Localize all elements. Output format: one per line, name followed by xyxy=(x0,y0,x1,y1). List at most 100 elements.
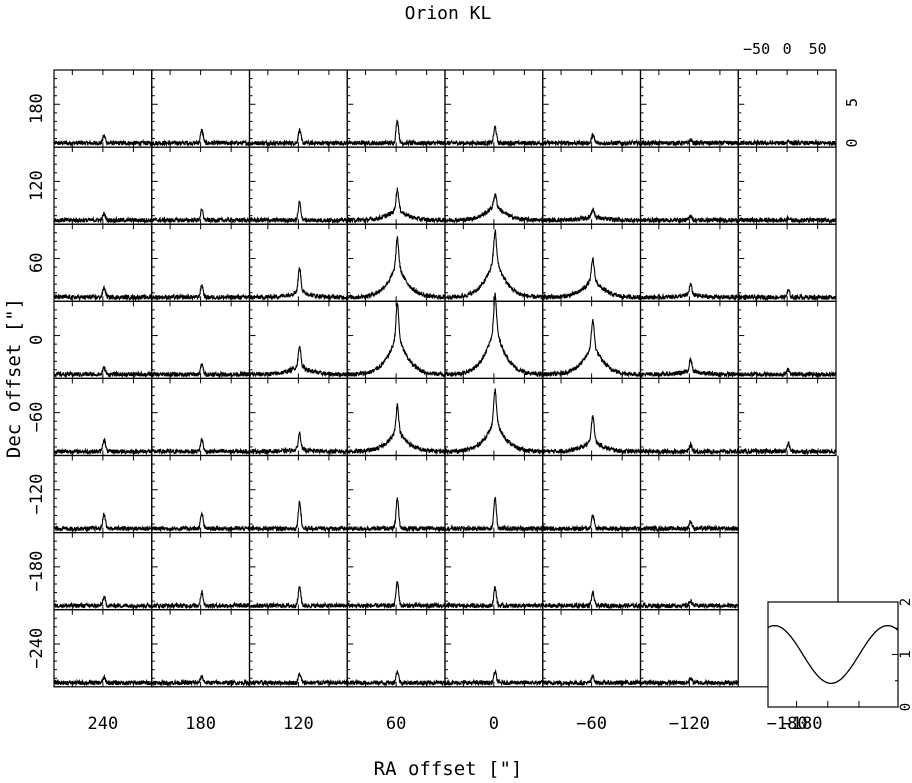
y-tick-label: 180 xyxy=(27,93,47,124)
spectrum-panel xyxy=(346,146,446,225)
inset-frame xyxy=(767,601,899,708)
spectrum-panel xyxy=(346,69,446,148)
spectrum-panel xyxy=(346,223,446,302)
spectrum-line xyxy=(53,595,153,610)
spectrum-line xyxy=(346,403,446,456)
spectrum-line xyxy=(248,267,348,302)
tick-marks xyxy=(54,70,819,688)
spectrum-panel xyxy=(248,300,348,379)
spectrum-line xyxy=(346,235,446,301)
spectrum-line xyxy=(248,200,348,225)
x-axis-label: RA offset ["] xyxy=(374,758,523,780)
spectrum-panel xyxy=(639,377,739,457)
spectrum-line xyxy=(444,496,544,533)
x-tick-label: −180 xyxy=(767,714,808,734)
spectrum-line xyxy=(639,676,739,687)
spectrum-line xyxy=(639,138,739,147)
spectra-layer xyxy=(53,119,837,687)
spectrum-line xyxy=(53,512,153,533)
spectrum-panel xyxy=(542,377,642,457)
x-tick-label: 180 xyxy=(185,714,216,734)
spectrum-line xyxy=(737,367,837,379)
spectrum-panel xyxy=(639,69,739,148)
spectrum-line xyxy=(248,345,348,378)
y-tick-label: 120 xyxy=(27,170,47,201)
spectrum-line xyxy=(248,500,348,533)
spectrum-panel xyxy=(639,531,739,611)
spectrum-line xyxy=(53,211,153,225)
spectrum-line xyxy=(53,365,153,379)
spectrum-panel xyxy=(737,377,837,457)
spectrum-panel xyxy=(737,146,837,225)
spectrum-panel xyxy=(444,223,544,302)
velocity-tick-label: 50 xyxy=(809,40,827,58)
spectrum-line xyxy=(151,511,250,533)
spectrum-line xyxy=(639,213,739,225)
spectrum-line xyxy=(53,437,153,456)
spectrum-line xyxy=(151,589,250,610)
chart-title: Orion KL xyxy=(405,3,492,24)
x-tick-labels: 240 180 120 60 0 −60 −120 −180 xyxy=(88,714,808,734)
x-tick-label: 0 xyxy=(489,714,499,734)
spectrum-line xyxy=(542,132,641,148)
velocity-tick-label: −50 xyxy=(743,40,770,58)
spectrum-panel xyxy=(639,146,739,225)
spectrum-line xyxy=(444,388,544,456)
spectrum-line xyxy=(444,193,544,225)
spectrum-panel xyxy=(346,531,446,611)
spectrum-panel xyxy=(53,146,153,225)
y-tick-label: −180 xyxy=(27,551,47,592)
spectrum-line xyxy=(639,520,739,533)
spectrum-panel xyxy=(53,609,153,688)
spectrum-panel xyxy=(248,223,348,302)
intensity-tick-label: 0 xyxy=(843,139,861,148)
spectrum-line xyxy=(248,128,348,148)
spectrum-panel xyxy=(542,300,642,379)
y-tick-label: −60 xyxy=(27,402,47,433)
y-tick-label: 60 xyxy=(27,253,47,273)
y-tick-labels: 180 120 60 0 −60 −120 −180 −240 xyxy=(27,93,47,669)
spectrum-panel xyxy=(737,300,837,379)
spectrum-line xyxy=(542,514,641,533)
spectrum-line xyxy=(737,441,837,456)
y-tick-label: −240 xyxy=(27,628,47,669)
spectrum-line xyxy=(737,214,837,225)
inset-y-tick-label: 0 xyxy=(898,703,912,711)
spectrum-line xyxy=(53,673,153,687)
spectrum-line xyxy=(248,672,348,687)
spectrum-line xyxy=(639,282,739,302)
spectrum-line xyxy=(444,292,544,378)
x-tick-label: −60 xyxy=(576,714,607,734)
spectrum-line xyxy=(151,284,250,302)
spectrum-line xyxy=(346,302,446,378)
intensity-tick-labels: 50 xyxy=(843,98,861,148)
velocity-tick-labels: −50 0 50 xyxy=(743,40,827,58)
spectrum-panel xyxy=(639,609,739,688)
y-tick-label: −120 xyxy=(27,474,47,515)
spectrum-line xyxy=(346,497,446,533)
spectrum-line xyxy=(151,363,250,379)
y-axis-label: Dec offset ["] xyxy=(3,298,25,458)
spectrum-line xyxy=(346,119,446,148)
spectrum-panel xyxy=(444,454,544,534)
spectrum-line xyxy=(444,585,544,610)
intensity-tick-label: 5 xyxy=(843,98,861,107)
spectrum-line xyxy=(346,581,446,610)
spectrum-line xyxy=(542,319,641,378)
spectrum-line xyxy=(639,441,739,456)
spectrum-line xyxy=(151,207,250,225)
spectrum-panel xyxy=(639,454,739,534)
inset-plot: 0 1 2 −180 xyxy=(767,598,912,734)
spectrum-line xyxy=(640,599,739,610)
spectrum-panel xyxy=(53,531,153,611)
spectrum-line xyxy=(542,256,641,301)
velocity-tick-label: 0 xyxy=(783,40,792,58)
spectrum-line xyxy=(444,229,544,301)
spectrum-line xyxy=(542,590,641,610)
spectrum-line xyxy=(640,357,739,379)
spectrum-line xyxy=(53,134,153,147)
spectrum-panel xyxy=(444,146,544,225)
inset-y-tick-label: 2 xyxy=(898,598,912,606)
spectrum-line xyxy=(151,674,250,687)
